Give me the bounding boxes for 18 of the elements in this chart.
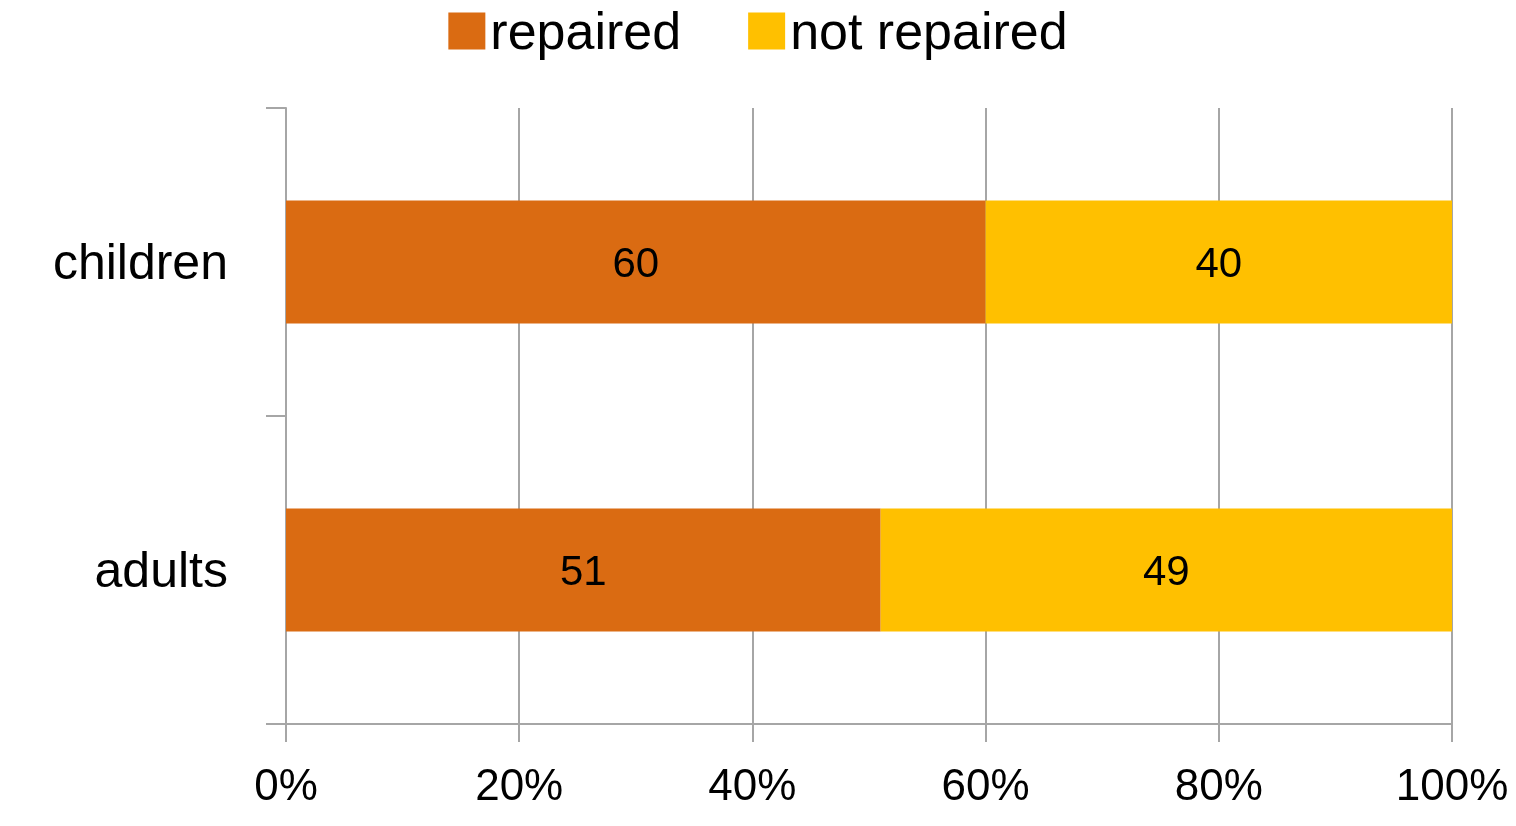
y-tick-label: adults [94,542,228,598]
data-label: 60 [612,238,660,286]
x-tick-label: 100% [1395,759,1509,809]
data-label: 40 [1195,238,1243,286]
x-tick-label: 40% [708,759,797,809]
bar [880,508,1452,632]
data-label: 51 [559,546,607,594]
bar [985,200,1452,324]
bar [286,508,881,632]
x-tick-label: 20% [475,759,564,809]
x-tick-label: 80% [1174,759,1263,809]
legend-label: repaired [490,2,682,60]
x-tick-label: 0% [254,759,318,809]
bar [286,200,986,324]
legend-label: not repaired [790,2,1068,60]
y-tick-label: children [52,234,228,290]
data-label: 49 [1142,546,1190,594]
x-tick-label: 60% [941,759,1030,809]
